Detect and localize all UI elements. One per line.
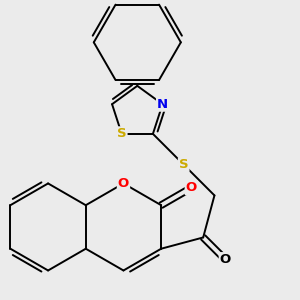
Text: O: O xyxy=(118,177,129,190)
Text: N: N xyxy=(157,98,168,111)
Text: O: O xyxy=(220,253,231,266)
Text: S: S xyxy=(179,158,188,171)
Text: S: S xyxy=(117,128,127,140)
Text: O: O xyxy=(186,181,197,194)
